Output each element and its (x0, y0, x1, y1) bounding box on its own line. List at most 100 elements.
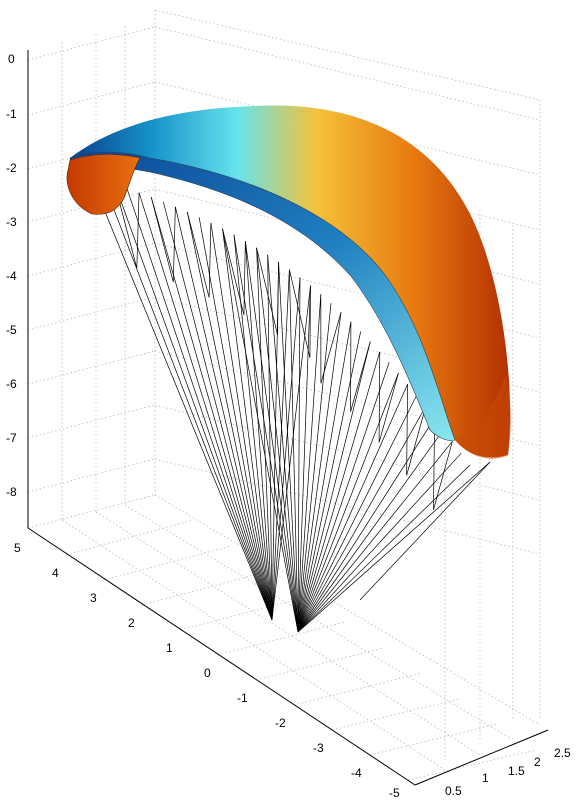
y-tick-label: -2 (275, 716, 286, 730)
x-axis-ticks: 0.5 1 1.5 2 2.5 (445, 746, 571, 798)
x-tick-label: 1 (482, 771, 489, 785)
canopy-surface (66, 105, 511, 459)
canopy-top (70, 105, 511, 458)
suspension-line (297, 321, 352, 633)
suspension-line (256, 247, 299, 633)
suspension-line (233, 234, 273, 621)
suspension-line (277, 262, 279, 335)
suspension-line (378, 351, 381, 443)
suspension-line (101, 179, 273, 621)
suspension-line (222, 228, 299, 633)
suspension-line (320, 312, 342, 384)
suspension-line (198, 217, 273, 621)
suspension-line (150, 197, 174, 283)
x-tick-label: 1.5 (508, 764, 525, 778)
suspension-line (271, 285, 311, 621)
suspension-line (278, 262, 299, 633)
suspension-line (233, 234, 299, 633)
y-tick-label: 5 (14, 541, 21, 555)
suspension-line (378, 373, 399, 443)
suspension-line (245, 241, 299, 633)
y-axis-ticks: 5 4 3 2 1 0 -1 -2 -3 -4 -5 (14, 541, 400, 800)
suspension-line (297, 312, 342, 633)
x-tick-label: 0.5 (445, 784, 462, 798)
suspension-line (267, 254, 299, 633)
z-tick-label: -8 (6, 485, 17, 499)
suspension-line (297, 395, 417, 633)
suspension-line (175, 206, 273, 621)
suspension-line (289, 269, 299, 633)
suspension-line (406, 406, 427, 476)
suspension-line (271, 269, 290, 621)
suspension-line (406, 384, 408, 476)
suspension-line (172, 206, 176, 283)
suspension-line (297, 277, 301, 633)
suspension-line (222, 228, 273, 621)
suspension-line (297, 331, 361, 633)
suspension-line (267, 254, 273, 621)
z-tick-label: -4 (6, 269, 17, 283)
y-tick-label: 1 (166, 641, 173, 655)
suspension-lines (89, 174, 491, 633)
suspension-line (297, 441, 453, 633)
z-axis-ticks: 0 -1 -2 -3 -4 -5 -6 -7 -8 (6, 52, 17, 499)
z-tick-label: 0 (8, 52, 15, 66)
y-tick-label: -3 (313, 741, 324, 755)
suspension-line (256, 247, 273, 621)
suspension-line (271, 277, 301, 621)
suspension-line (297, 351, 381, 633)
suspension-line (359, 461, 491, 601)
axes (27, 50, 549, 786)
y-tick-label: 4 (52, 566, 59, 580)
z-tick-label: -1 (6, 107, 17, 121)
z-tick-label: -2 (6, 161, 17, 175)
suspension-line (297, 372, 399, 633)
suspension-line (297, 429, 444, 633)
suspension-line (297, 464, 471, 633)
y-tick-label: 3 (90, 591, 97, 605)
suspension-line (114, 183, 273, 621)
suspension-line (186, 211, 273, 621)
suspension-line (138, 192, 273, 621)
y-tick-label: -1 (237, 691, 248, 705)
canopy-right-tip (455, 375, 511, 459)
suspension-line (297, 406, 426, 633)
suspension-line (256, 247, 278, 336)
z-tick-label: -7 (6, 431, 17, 445)
suspension-line (162, 201, 273, 621)
suspension-line (309, 285, 311, 358)
suspension-line (297, 341, 371, 633)
x-tick-label: 2 (534, 755, 541, 769)
suspension-line (297, 362, 390, 633)
suspension-line (297, 452, 462, 633)
suspension-line (297, 294, 322, 633)
suspension-line (89, 174, 273, 621)
suspension-line (243, 241, 246, 315)
suspension-line (297, 303, 332, 633)
suspension-line (297, 417, 435, 633)
y-tick-label: 2 (128, 616, 135, 630)
suspension-line (297, 285, 311, 633)
suspension-line (244, 241, 273, 621)
y-tick-label: -4 (351, 766, 362, 780)
x-tick-label: 2.5 (554, 746, 571, 760)
z-tick-label: -5 (6, 323, 17, 337)
suspension-line (126, 187, 273, 621)
z-tick-label: -6 (6, 377, 17, 391)
suspension-line (208, 222, 212, 298)
suspension-line (350, 341, 371, 412)
suspension-line (186, 211, 210, 298)
suspension-line (297, 461, 491, 633)
suspension-line (210, 222, 273, 621)
canopy-left-tip (66, 154, 141, 215)
y-tick-label: -5 (389, 786, 400, 800)
canopy-leading-edge (69, 151, 456, 441)
suspension-line (433, 441, 453, 510)
suspension-line (297, 383, 408, 633)
suspension-line (136, 192, 140, 269)
suspension-line (289, 269, 311, 358)
z-tick-label: -3 (6, 215, 17, 229)
y-tick-label: 0 (204, 666, 211, 680)
suspension-line (150, 197, 273, 621)
